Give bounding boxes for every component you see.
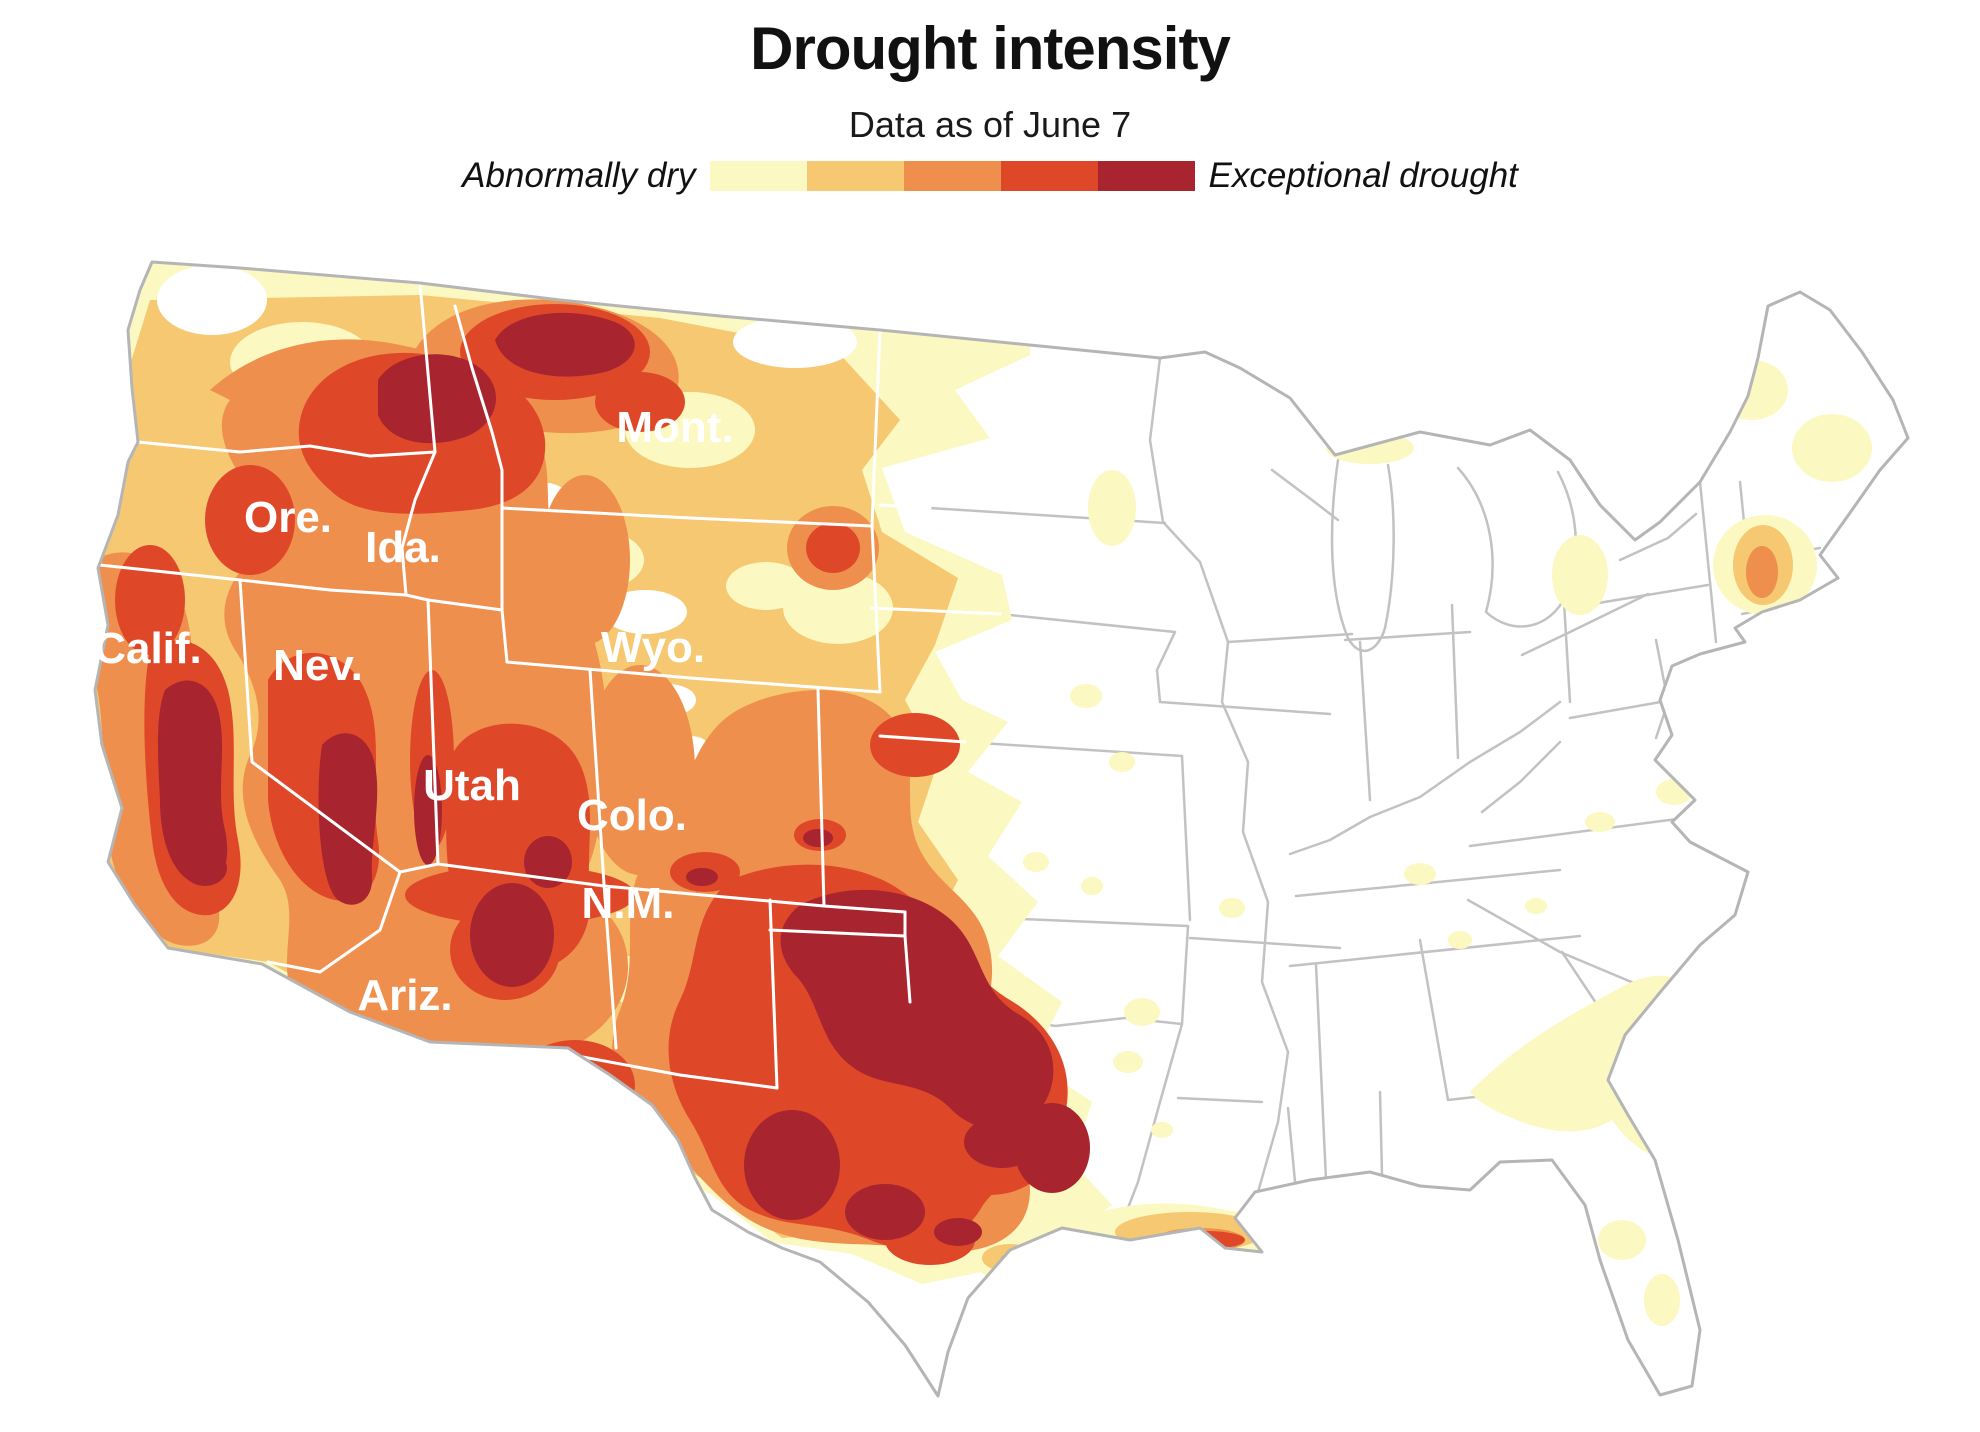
state-label-utah: Utah (423, 761, 521, 810)
page-subtitle: Data as of June 7 (848, 104, 1132, 145)
legend-swatch-d2 (903, 161, 1001, 191)
state-label-calif: Calif. (94, 624, 202, 673)
state-labels: Mont. Ore. Ida. Calif. Nev. Wyo. Utah Co… (94, 403, 733, 1020)
legend-color-scale (709, 161, 1195, 191)
state-label-ida: Ida. (365, 523, 441, 572)
legend-label-abnormally-dry: Abnormally dry (462, 156, 696, 195)
us-outline (93, 260, 1910, 1398)
legend-label-exceptional-drought: Exceptional drought (1208, 156, 1518, 195)
state-label-wyo: Wyo. (601, 623, 705, 672)
legend-swatch-d4 (1097, 161, 1195, 191)
state-label-colo: Colo. (577, 791, 687, 840)
state-label-ariz: Ariz. (357, 971, 452, 1020)
drought-layer-d4 (157, 312, 1090, 1246)
state-label-nev: Nev. (273, 641, 363, 690)
page-title: Drought intensity (750, 15, 1231, 82)
state-label-ore: Ore. (244, 493, 332, 542)
state-label-mont: Mont. (616, 403, 733, 452)
legend-swatch-d0 (709, 161, 807, 191)
legend-swatch-d3 (1000, 161, 1098, 191)
state-label-nm: N.M. (582, 879, 675, 928)
state-borders-white (98, 281, 1002, 1090)
legend-swatch-d1 (806, 161, 904, 191)
drought-legend: Abnormally dry Exceptional drought (0, 156, 1980, 196)
